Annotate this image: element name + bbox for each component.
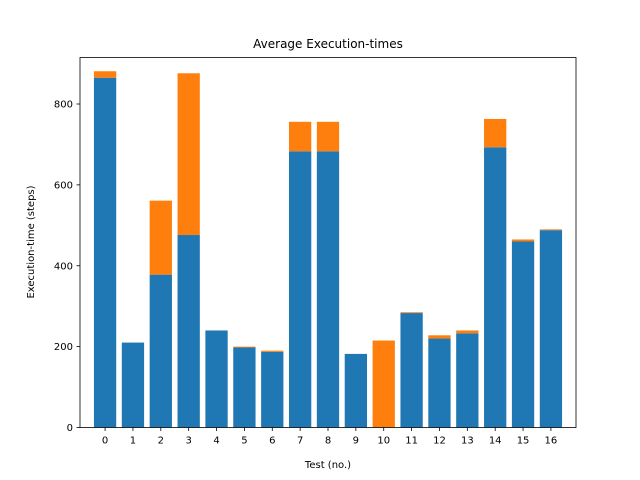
bar-series0-test-12 <box>428 338 451 428</box>
y-tick-label: 800 <box>54 100 73 111</box>
x-tick-label: 16 <box>545 436 558 447</box>
bar-series0-test-1 <box>121 342 145 428</box>
y-tick-label: 200 <box>54 342 73 353</box>
plot-frame <box>79 57 577 428</box>
x-tick-label: 7 <box>297 436 303 447</box>
bar-series1-test-16 <box>539 229 563 231</box>
bar-series0-test-8 <box>316 151 340 428</box>
bar-series0-test-7 <box>288 151 312 428</box>
bar-series0-test-0 <box>93 77 117 428</box>
x-tick-label: 5 <box>241 436 247 447</box>
bar-series1-test-7 <box>288 121 312 152</box>
x-tick-label: 13 <box>461 436 474 447</box>
bar-series0-test-2 <box>149 274 172 428</box>
x-tick-label: 3 <box>185 436 191 447</box>
y-axis-label: Execution-time (steps) <box>26 185 37 298</box>
bar-series1-test-15 <box>511 239 535 242</box>
x-axis-label: Test (no.) <box>304 460 351 471</box>
bar-series1-test-5 <box>233 346 256 348</box>
chart-title: Average Execution-times <box>253 37 403 51</box>
bar-series0-test-13 <box>456 333 479 428</box>
x-tick-label: 15 <box>517 436 530 447</box>
bar-series0-test-4 <box>205 330 228 428</box>
x-tick-label: 8 <box>325 436 331 447</box>
bar-series1-test-14 <box>484 118 507 148</box>
bar-series1-test-3 <box>177 73 200 236</box>
x-tick-label: 14 <box>489 436 502 447</box>
y-tick-label: 400 <box>54 261 73 272</box>
x-tick-label: 2 <box>158 436 164 447</box>
x-tick-label: 0 <box>102 436 108 447</box>
x-tick-label: 1 <box>130 436 136 447</box>
bar-series0-test-16 <box>539 230 563 428</box>
bar-series0-test-3 <box>177 235 200 428</box>
y-tick-label: 600 <box>54 180 73 191</box>
x-tick-label: 11 <box>405 436 418 447</box>
bar-series1-test-11 <box>400 312 423 314</box>
bar-series1-test-0 <box>93 71 117 78</box>
bar-series0-test-15 <box>511 241 535 428</box>
bar-series1-test-2 <box>149 200 172 275</box>
bar-series1-test-8 <box>316 121 340 152</box>
x-tick-label: 6 <box>269 436 275 447</box>
y-axis-ticks: 0 200 400 600 800 <box>54 100 80 434</box>
x-tick-label: 10 <box>377 436 390 447</box>
y-tick-label: 0 <box>67 423 73 434</box>
bar-series1-test-13 <box>456 330 479 334</box>
bar-series0-test-14 <box>484 147 507 428</box>
x-tick-label: 12 <box>433 436 446 447</box>
bar-series0-test-6 <box>261 351 284 428</box>
bars-group <box>93 71 563 428</box>
bar-series1-test-10 <box>372 340 395 428</box>
x-axis-ticks: 0 1 2 3 4 5 6 7 8 9 10 11 12 13 14 15 16 <box>102 427 558 447</box>
x-tick-label: 9 <box>353 436 359 447</box>
bar-series0-test-11 <box>400 313 423 428</box>
bar-series0-test-5 <box>233 347 256 428</box>
bar-series0-test-9 <box>344 353 368 428</box>
x-tick-label: 4 <box>213 436 219 447</box>
bar-series1-test-12 <box>428 335 451 339</box>
bar-series1-test-6 <box>261 350 284 352</box>
